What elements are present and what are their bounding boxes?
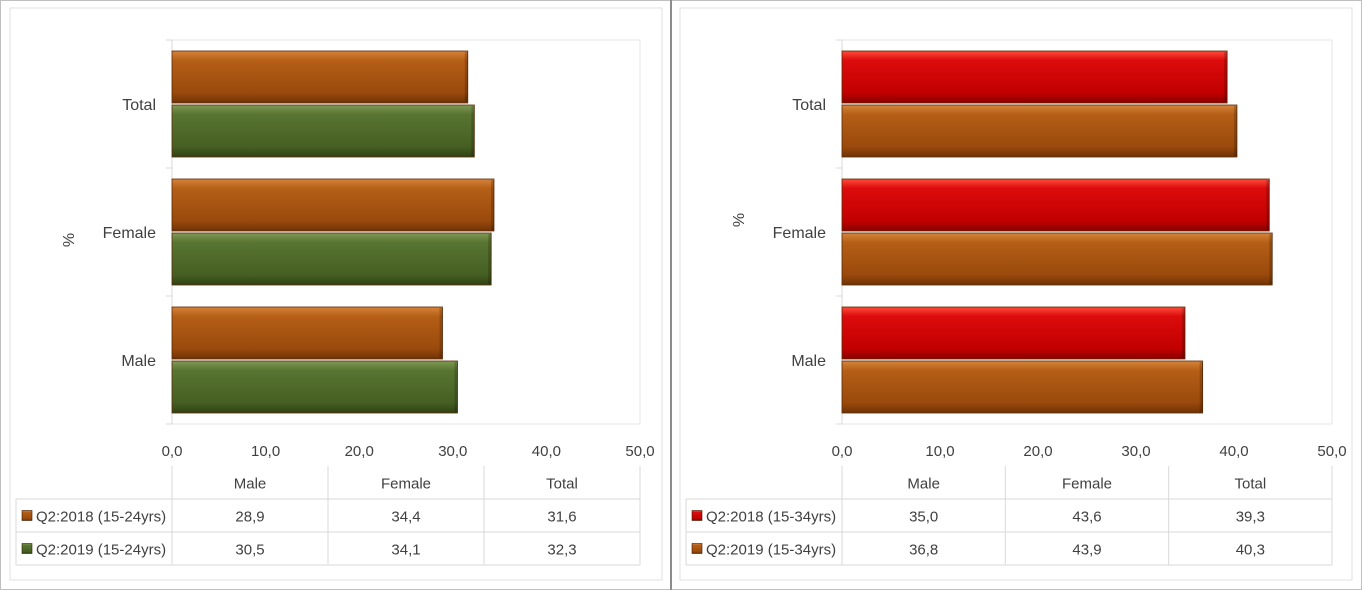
table-cell-male-series-1: 35,0 <box>909 509 938 526</box>
bar-end-shade <box>1269 234 1273 284</box>
bar-male-series-2 <box>841 360 1204 414</box>
bar-male-series-2 <box>171 360 458 414</box>
x-tick-label: 0,0 <box>832 443 853 460</box>
bar-end-shade <box>1182 308 1185 358</box>
right-y-axis-label: % <box>731 213 748 227</box>
left-chart: % Male Female Total 0,0 10,0 20,0 30,0 40,0 50,… <box>9 7 663 581</box>
right-chart: % Male Female Total 0,0 10,0 20,0 30,0 40,0 50,… <box>679 7 1353 581</box>
table-cell-total-series-2: 40,3 <box>1236 542 1265 559</box>
table-cell-total-series-1: 31,6 <box>547 509 576 526</box>
table-cell-total-series-2: 32,3 <box>547 542 576 559</box>
category-label-total: Total <box>122 97 156 114</box>
left-data-table: Male Female Total Q2:2018 (15-24yrs) 28,9 34,… <box>15 466 641 566</box>
bar-end-shade <box>488 234 492 284</box>
x-tick-label: 30,0 <box>438 443 467 460</box>
table-cell-female-series-1: 34,4 <box>391 509 420 526</box>
legend-key-series-2 <box>691 543 703 554</box>
bar-end-shade <box>439 308 443 358</box>
legend-entry-series-1: Q2:2018 (15-34yrs) <box>706 509 836 526</box>
legend-key-series-1 <box>691 510 703 521</box>
x-tick-label: 30,0 <box>1121 443 1150 460</box>
table-cell-male-series-2: 36,8 <box>909 542 938 559</box>
category-label-male: Male <box>121 353 156 370</box>
bar-female-series-1 <box>171 178 495 232</box>
bar-end-shade <box>1199 362 1203 412</box>
bar-end-shade <box>471 106 475 156</box>
bar-male-series-1 <box>171 306 443 360</box>
x-tick-label: 40,0 <box>532 443 561 460</box>
left-chart-border <box>9 7 663 581</box>
bar-total-series-2 <box>171 104 475 158</box>
table-cell-female-series-2: 34,1 <box>391 542 420 559</box>
left-y-axis-label: % <box>61 233 78 247</box>
x-tick-label: 40,0 <box>1219 443 1248 460</box>
table-header-total: Total <box>1234 476 1266 493</box>
bar-end-shade <box>1266 180 1270 230</box>
table-cell-total-series-1: 39,3 <box>1236 509 1265 526</box>
x-tick-label: 10,0 <box>925 443 954 460</box>
right-data-table: Male Female Total Q2:2018 (15-34yrs) 35,0 43,… <box>685 466 1333 566</box>
bar-female-series-1 <box>841 178 1270 232</box>
bar-end-shade <box>1233 106 1237 156</box>
table-header-female: Female <box>1062 476 1112 493</box>
bar-female-series-2 <box>171 232 492 286</box>
table-header-total: Total <box>546 476 578 493</box>
bar-end-shade <box>464 52 468 102</box>
x-tick-label: 20,0 <box>345 443 374 460</box>
legend-key-series-1 <box>21 510 33 521</box>
table-cell-female-series-2: 43,9 <box>1072 542 1101 559</box>
x-tick-label: 0,0 <box>162 443 183 460</box>
table-header-female: Female <box>381 476 431 493</box>
x-tick-label: 50,0 <box>1317 443 1346 460</box>
x-tick-label: 10,0 <box>251 443 280 460</box>
category-label-female: Female <box>103 225 156 242</box>
bar-end-shade <box>454 362 458 412</box>
table-header-male: Male <box>234 476 267 493</box>
x-tick-label: 50,0 <box>625 443 654 460</box>
bar-total-series-1 <box>841 50 1228 104</box>
category-label-total: Total <box>792 97 826 114</box>
right-chart-border <box>679 7 1353 581</box>
table-cell-female-series-1: 43,6 <box>1072 509 1101 526</box>
legend-key-series-2 <box>21 543 33 554</box>
bar-male-series-1 <box>841 306 1186 360</box>
bar-end-shade <box>490 180 494 230</box>
bar-end-shade <box>1224 52 1228 102</box>
legend-entry-series-2: Q2:2019 (15-34yrs) <box>706 542 836 559</box>
category-label-male: Male <box>791 353 826 370</box>
category-label-female: Female <box>773 225 826 242</box>
table-cell-male-series-2: 30,5 <box>235 542 264 559</box>
legend-entry-series-1: Q2:2018 (15-24yrs) <box>36 509 166 526</box>
bar-total-series-1 <box>171 50 469 104</box>
table-header-male: Male <box>907 476 940 493</box>
bar-total-series-2 <box>841 104 1238 158</box>
x-tick-label: 20,0 <box>1023 443 1052 460</box>
legend-entry-series-2: Q2:2019 (15-24yrs) <box>36 542 166 559</box>
table-cell-male-series-1: 28,9 <box>235 509 264 526</box>
bar-female-series-2 <box>841 232 1273 286</box>
